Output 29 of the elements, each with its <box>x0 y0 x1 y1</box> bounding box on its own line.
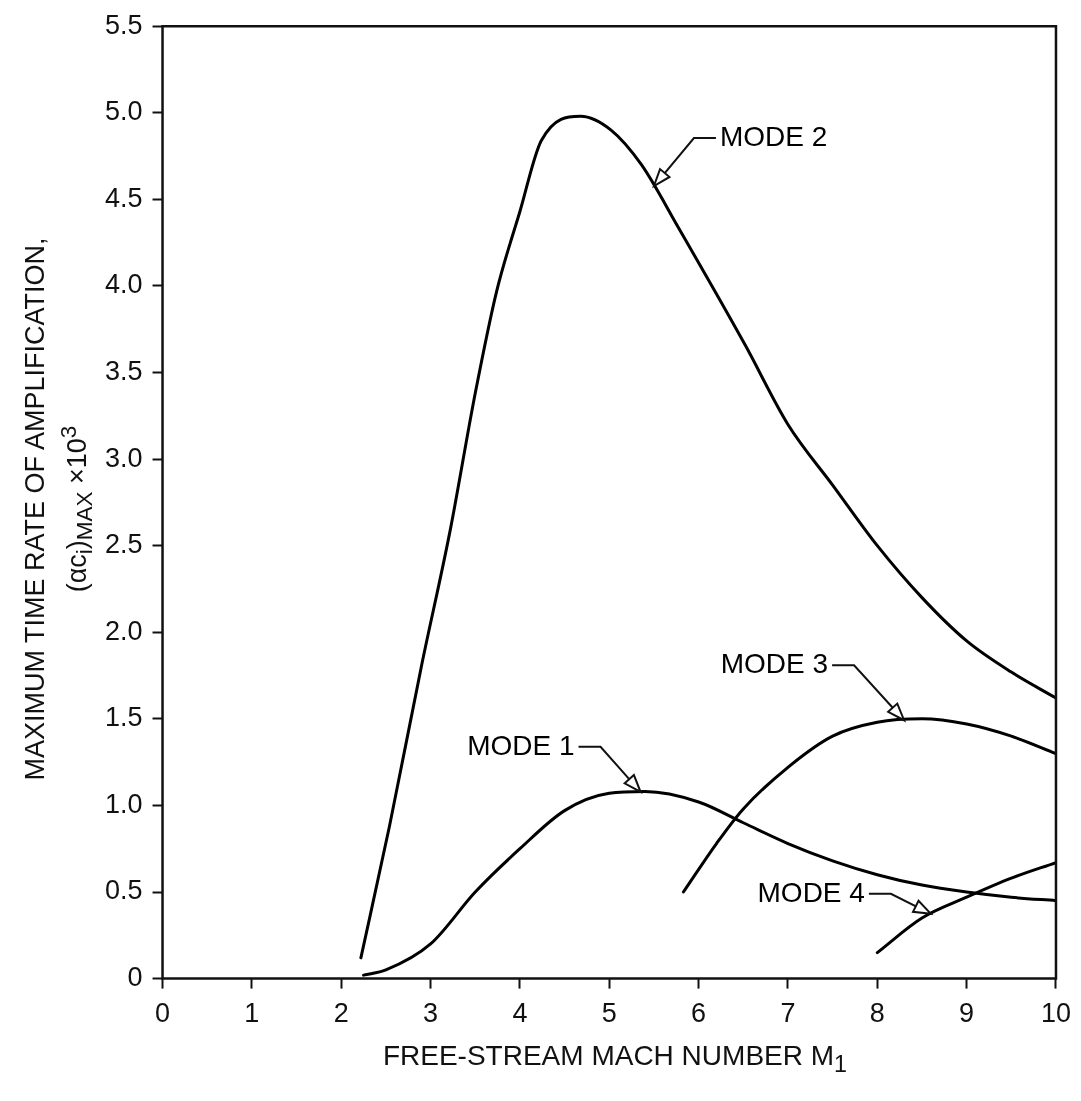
series-label: MODE 1 <box>467 729 575 761</box>
y-tick-label: 1.0 <box>104 788 143 819</box>
x-tick-label: 1 <box>244 998 260 1029</box>
x-tick-label: 7 <box>780 998 796 1029</box>
x-tick-label: 8 <box>869 998 885 1029</box>
text: MODE 2 <box>719 120 828 152</box>
y-tick-label: 1.5 <box>104 702 143 733</box>
y-tick-label: 5.5 <box>104 9 143 40</box>
y-tick-label: 0.5 <box>104 875 143 906</box>
line-series <box>359 114 1056 960</box>
x-tick-label: 6 <box>691 998 707 1029</box>
y-tick-label: 2.5 <box>104 529 143 560</box>
y-tick-label: 2.0 <box>104 615 143 646</box>
x-tick-label: 3 <box>423 998 439 1029</box>
x-tick-label: 4 <box>512 998 528 1029</box>
x-tick-label: 0 <box>155 998 171 1029</box>
y-tick-label: 4.0 <box>104 269 143 300</box>
series-label: MODE 4 <box>757 876 865 908</box>
x-tick-label: 2 <box>333 998 349 1029</box>
y-tick-label: 4.5 <box>104 182 143 213</box>
x-tick-label: 5 <box>601 998 617 1029</box>
y-tick-label: 3.0 <box>104 442 143 473</box>
x-tick-label: 9 <box>959 998 975 1029</box>
y-tick-label: 5.0 <box>104 96 143 127</box>
x-axis-title: FREE-STREAM MACH NUMBER M$_{1}$ <box>381 1040 849 1078</box>
y-tick-label: 0 <box>127 962 143 993</box>
y-tick-label: 3.5 <box>104 355 143 386</box>
x-tick-label: 10 <box>1040 998 1072 1029</box>
series-label: MODE 3 <box>720 647 829 679</box>
